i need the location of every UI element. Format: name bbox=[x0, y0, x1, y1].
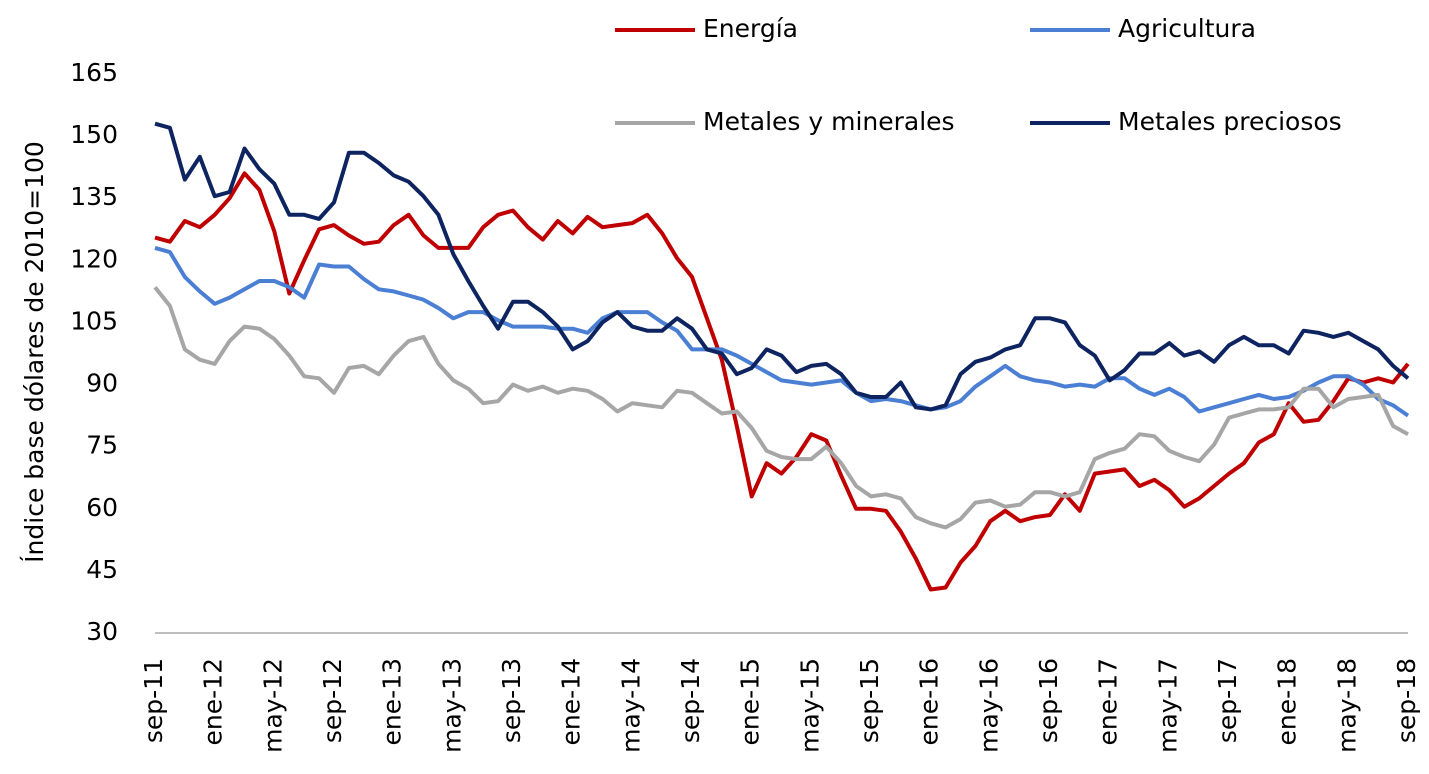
x-tick-label: may-17 bbox=[1153, 658, 1182, 753]
x-tick-label: ene-18 bbox=[1273, 658, 1302, 745]
legend-label: Metales y minerales bbox=[703, 107, 955, 136]
legend-label: Agricultura bbox=[1118, 14, 1256, 43]
y-tick-label: 75 bbox=[86, 431, 118, 460]
y-tick-label: 30 bbox=[86, 617, 118, 646]
y-tick-label: 45 bbox=[86, 555, 118, 584]
x-tick-label: ene-14 bbox=[557, 658, 586, 745]
line-series bbox=[154, 245, 1410, 418]
x-tick-label: may-12 bbox=[258, 658, 287, 753]
y-tick-label: 60 bbox=[86, 493, 118, 522]
y-tick-label: 105 bbox=[70, 306, 118, 335]
y-tick-label: 165 bbox=[70, 58, 118, 87]
x-tick-label: sep-17 bbox=[1213, 658, 1242, 743]
x-tick-label: sep-16 bbox=[1034, 658, 1063, 743]
x-tick-label: may-18 bbox=[1332, 658, 1361, 753]
line-series bbox=[154, 121, 1410, 412]
y-tick-label: 150 bbox=[70, 120, 118, 149]
x-tick-label: ene-16 bbox=[915, 658, 944, 745]
y-tick-label: 120 bbox=[70, 244, 118, 273]
line-series bbox=[153, 285, 1409, 530]
x-tick-label: sep-12 bbox=[318, 658, 347, 743]
x-tick-label: ene-12 bbox=[199, 658, 228, 745]
y-axis-title: Índice base dólares de 2010=100 bbox=[20, 141, 49, 563]
x-tick-label: may-13 bbox=[437, 658, 466, 753]
x-tick-label: sep-18 bbox=[1392, 658, 1421, 743]
x-tick-label: ene-15 bbox=[736, 658, 765, 745]
line-series bbox=[154, 171, 1410, 592]
x-tick-label: sep-11 bbox=[139, 658, 168, 743]
x-tick-label: ene-17 bbox=[1094, 658, 1123, 745]
x-tick-label: sep-15 bbox=[855, 658, 884, 743]
legend-label: Metales preciosos bbox=[1118, 107, 1342, 136]
legend-label: Energía bbox=[703, 14, 798, 43]
x-tick-label: sep-14 bbox=[676, 658, 705, 743]
y-tick-label: 135 bbox=[70, 182, 118, 211]
x-tick-label: may-14 bbox=[616, 658, 645, 753]
x-tick-label: sep-13 bbox=[497, 658, 526, 743]
x-tick-label: ene-13 bbox=[378, 658, 407, 745]
x-tick-label: may-16 bbox=[974, 658, 1003, 753]
x-tick-label: may-15 bbox=[795, 658, 824, 753]
y-tick-label: 90 bbox=[86, 369, 118, 398]
